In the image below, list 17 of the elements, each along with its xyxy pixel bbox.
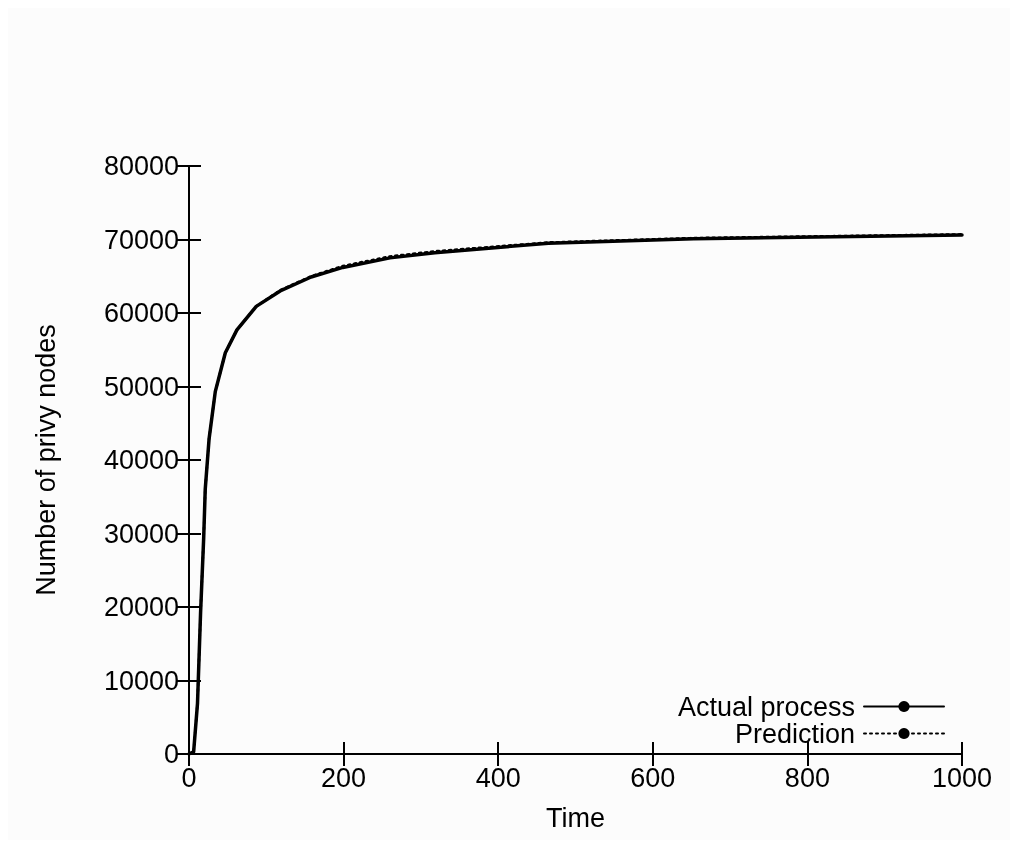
x-tick-label: 400 — [475, 762, 521, 793]
y-tick-label: 40000 — [103, 445, 179, 475]
y-tick-label: 60000 — [103, 298, 179, 328]
x-tick-label: 800 — [784, 762, 830, 793]
x-tick-label: 600 — [630, 762, 676, 793]
y-tick-label: 10000 — [103, 665, 179, 696]
y-tick-label: 80000 — [103, 151, 179, 181]
y-tick-label: 20000 — [103, 592, 179, 622]
y-tick-label: 50000 — [103, 371, 179, 402]
y-tick-label: 30000 — [103, 518, 179, 549]
x-axis-title: Time — [546, 802, 605, 833]
legend-label: Actual process — [677, 691, 855, 722]
y-tick-label: 0 — [163, 739, 179, 769]
x-tick-label: 200 — [321, 762, 367, 793]
y-tick-label: 70000 — [103, 224, 179, 255]
y-axis-title: Number of privy nodes — [30, 324, 61, 596]
x-tick-label: 1000 — [931, 762, 993, 793]
